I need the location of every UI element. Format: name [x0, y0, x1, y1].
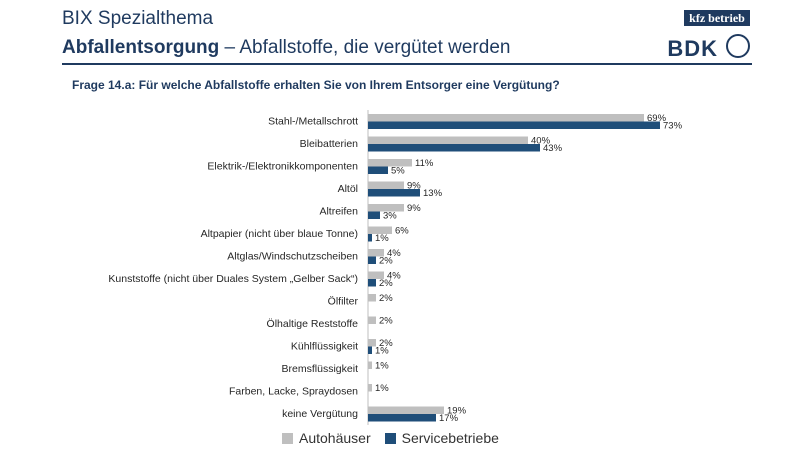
- data-label-servicebetriebe: 17%: [439, 413, 459, 424]
- supertitle: BIX Spezialthema: [62, 8, 214, 29]
- category-label: Kunststoffe (nicht über Duales System „G…: [108, 273, 358, 285]
- bar-chart: Stahl-/Metallschrott 69%73% Bleibatterien 4…: [108, 110, 683, 425]
- data-label-autohaeuser: 1%: [375, 383, 389, 394]
- bar-autohaeuser: [368, 136, 528, 144]
- chart-legend: Autohäuser Servicebetriebe: [282, 430, 513, 446]
- category-label: Bleibatterien: [300, 138, 359, 150]
- page-title: Abfallentsorgung – Abfallstoffe, die ver…: [62, 37, 510, 59]
- legend-swatch-autohaeuser: [282, 432, 293, 444]
- data-label-autohaeuser: 1%: [375, 361, 389, 372]
- data-label-autohaeuser: 2%: [379, 338, 393, 349]
- bar-autohaeuser: [368, 316, 376, 324]
- data-label-autohaeuser: 2%: [379, 293, 393, 304]
- legend-label-servicebetriebe: Servicebetriebe: [401, 430, 499, 446]
- data-label-servicebetriebe: 43%: [543, 143, 563, 154]
- category-label: Ölhaltige Reststoffe: [267, 318, 359, 330]
- bar-autohaeuser: [368, 294, 376, 302]
- legend-swatch-servicebetriebe: [384, 432, 396, 444]
- bdk-logo: BDK: [667, 36, 718, 61]
- bar-servicebetriebe: [368, 414, 436, 422]
- legend-label-autohaeuser: Autohäuser: [299, 430, 371, 446]
- title-bold: Abfallentsorgung: [62, 37, 220, 58]
- category-label: Ölfilter: [328, 296, 359, 308]
- bar-autohaeuser: [368, 181, 404, 189]
- chart-question: Frage 14.a: Für welche Abfallstoffe erha…: [72, 78, 560, 92]
- bar-autohaeuser: [368, 271, 384, 279]
- data-label-autohaeuser: 19%: [447, 406, 467, 417]
- category-label: Stahl-/Metallschrott: [268, 116, 358, 128]
- category-label: Elektrik-/Elektronikkomponenten: [207, 161, 358, 173]
- data-label-servicebetriebe: 2%: [379, 256, 393, 267]
- legend-item-servicebetriebe: Servicebetriebe: [384, 430, 499, 446]
- data-label-autohaeuser: 9%: [407, 181, 421, 192]
- bar-servicebetriebe: [368, 166, 388, 174]
- legend-item-autohaeuser: Autohäuser: [282, 430, 371, 446]
- bar-servicebetriebe: [368, 189, 420, 197]
- bar-servicebetriebe: [368, 121, 660, 129]
- data-label-autohaeuser: 4%: [387, 271, 401, 282]
- kfz-betrieb-logo: kfz betrieb: [684, 10, 750, 26]
- bar-autohaeuser: [368, 406, 444, 414]
- bar-autohaeuser: [368, 114, 644, 122]
- data-label-servicebetriebe: 2%: [379, 278, 393, 289]
- data-label-autohaeuser: 40%: [531, 136, 551, 147]
- category-label: Altreifen: [319, 206, 358, 218]
- data-label-autohaeuser: 11%: [415, 158, 434, 169]
- category-label: Bremsflüssigkeit: [282, 363, 359, 375]
- bar-autohaeuser: [368, 226, 392, 234]
- data-label-servicebetriebe: 13%: [423, 188, 443, 199]
- bdk-seal-icon: [726, 34, 750, 58]
- bar-servicebetriebe: [368, 144, 540, 152]
- category-label: Altpapier (nicht über blaue Tonne): [201, 228, 358, 240]
- bar-servicebetriebe: [368, 211, 380, 219]
- data-label-servicebetriebe: 3%: [383, 211, 397, 222]
- title-rest: – Abfallstoffe, die vergütet werden: [219, 37, 511, 58]
- data-label-autohaeuser: 69%: [647, 113, 667, 124]
- bar-servicebetriebe: [368, 256, 376, 264]
- category-label: Altöl: [338, 183, 358, 195]
- bar-autohaeuser: [368, 339, 376, 347]
- data-label-autohaeuser: 4%: [387, 248, 401, 259]
- data-label-autohaeuser: 9%: [407, 203, 421, 214]
- category-label: Altglas/Windschutzscheiben: [227, 251, 358, 263]
- bar-autohaeuser: [368, 361, 372, 369]
- data-label-servicebetriebe: 73%: [663, 121, 683, 132]
- data-label-autohaeuser: 6%: [395, 226, 409, 237]
- bar-servicebetriebe: [368, 279, 376, 287]
- bar-autohaeuser: [368, 159, 412, 167]
- data-label-autohaeuser: 2%: [379, 316, 393, 327]
- data-label-servicebetriebe: 1%: [375, 346, 389, 357]
- data-label-servicebetriebe: 1%: [375, 233, 389, 244]
- bar-servicebetriebe: [368, 346, 372, 354]
- category-label: Farben, Lacke, Spraydosen: [229, 386, 358, 398]
- category-label: Kühlflüssigkeit: [291, 341, 358, 353]
- bar-autohaeuser: [368, 384, 372, 392]
- data-label-servicebetriebe: 5%: [391, 166, 405, 177]
- bar-autohaeuser: [368, 204, 404, 212]
- bar-servicebetriebe: [368, 234, 372, 242]
- category-label: keine Vergütung: [282, 408, 358, 420]
- title-divider: [62, 63, 752, 65]
- bar-autohaeuser: [368, 249, 384, 257]
